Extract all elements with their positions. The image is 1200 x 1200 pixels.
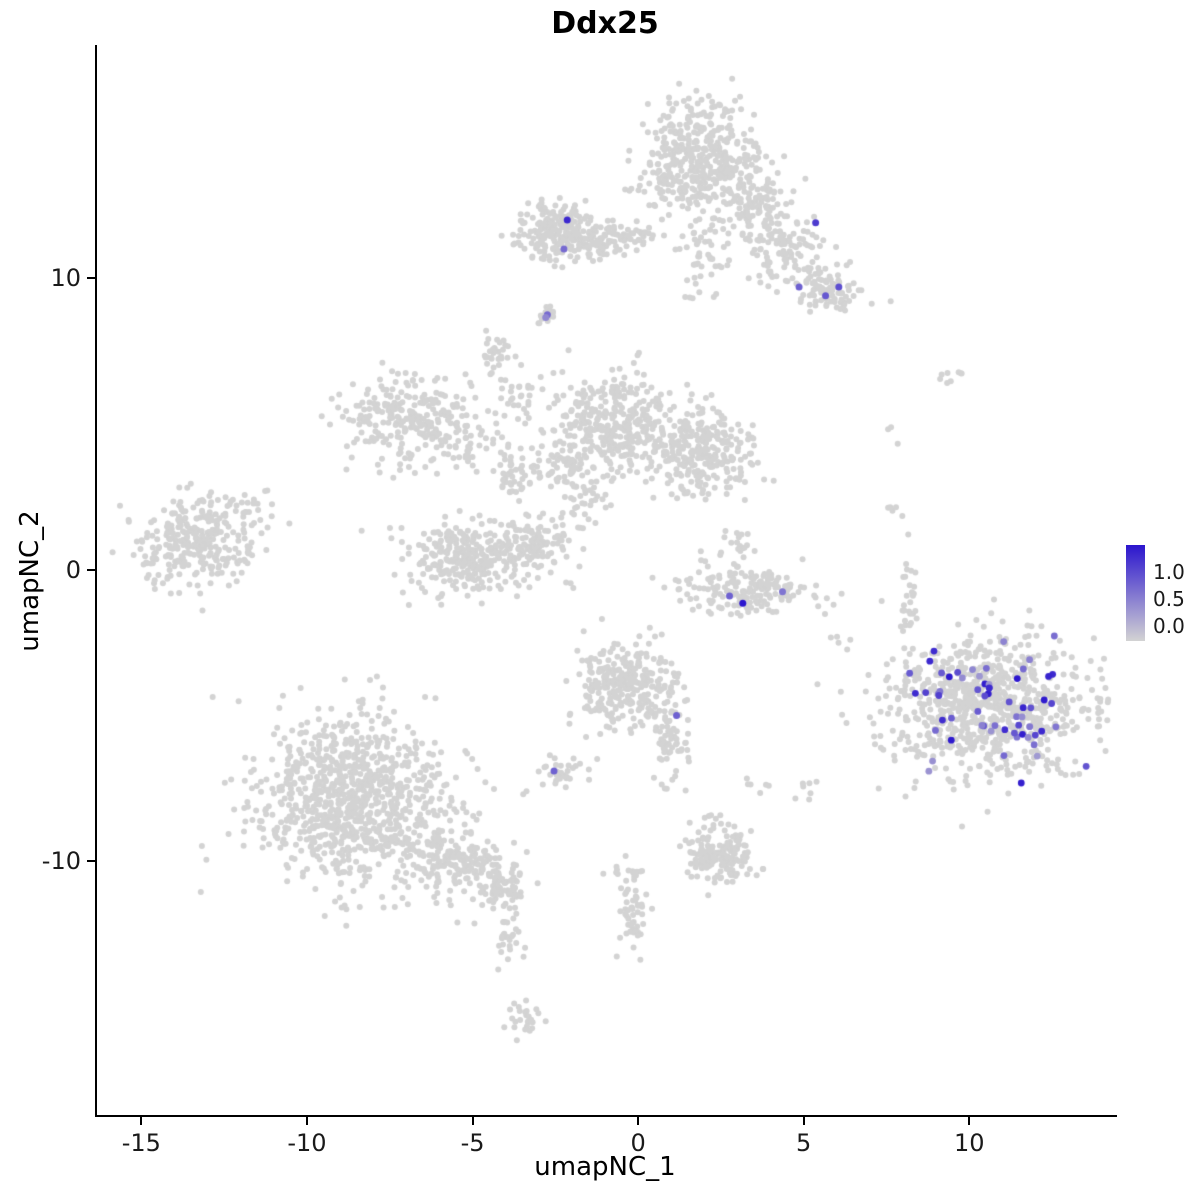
legend-gradient-bar [1126, 545, 1145, 641]
y-tick-mark [87, 568, 95, 571]
x-tick-label: 10 [954, 1129, 985, 1157]
x-tick-mark [471, 1117, 474, 1125]
y-tick-label: 0 [65, 555, 81, 584]
x-tick-mark [305, 1117, 308, 1125]
x-tick-label: 5 [796, 1129, 812, 1157]
legend-label: 0.5 [1153, 587, 1185, 611]
plot-title: Ddx25 [551, 6, 659, 41]
y-tick-label: 10 [50, 264, 81, 293]
x-tick-mark [802, 1117, 805, 1125]
scatter-points-canvas [97, 45, 1117, 1115]
x-axis-title: umapNC_1 [534, 1152, 676, 1182]
plot-area [95, 45, 1117, 1117]
x-tick-label: -15 [121, 1129, 161, 1157]
expression-legend: 1.0 0.5 0.0 [1126, 545, 1198, 641]
y-tick-label: -10 [41, 847, 81, 876]
y-axis-title: umapNC_2 [15, 510, 45, 652]
y-tick-mark [87, 860, 95, 863]
x-tick-label: -10 [287, 1129, 327, 1157]
x-tick-mark [637, 1117, 640, 1125]
legend-label: 0.0 [1153, 614, 1185, 638]
x-tick-mark [968, 1117, 971, 1125]
legend-label: 1.0 [1153, 560, 1185, 584]
y-tick-mark [87, 277, 95, 280]
x-tick-mark [140, 1117, 143, 1125]
x-tick-label: 0 [630, 1129, 646, 1157]
x-tick-label: -5 [460, 1129, 485, 1157]
